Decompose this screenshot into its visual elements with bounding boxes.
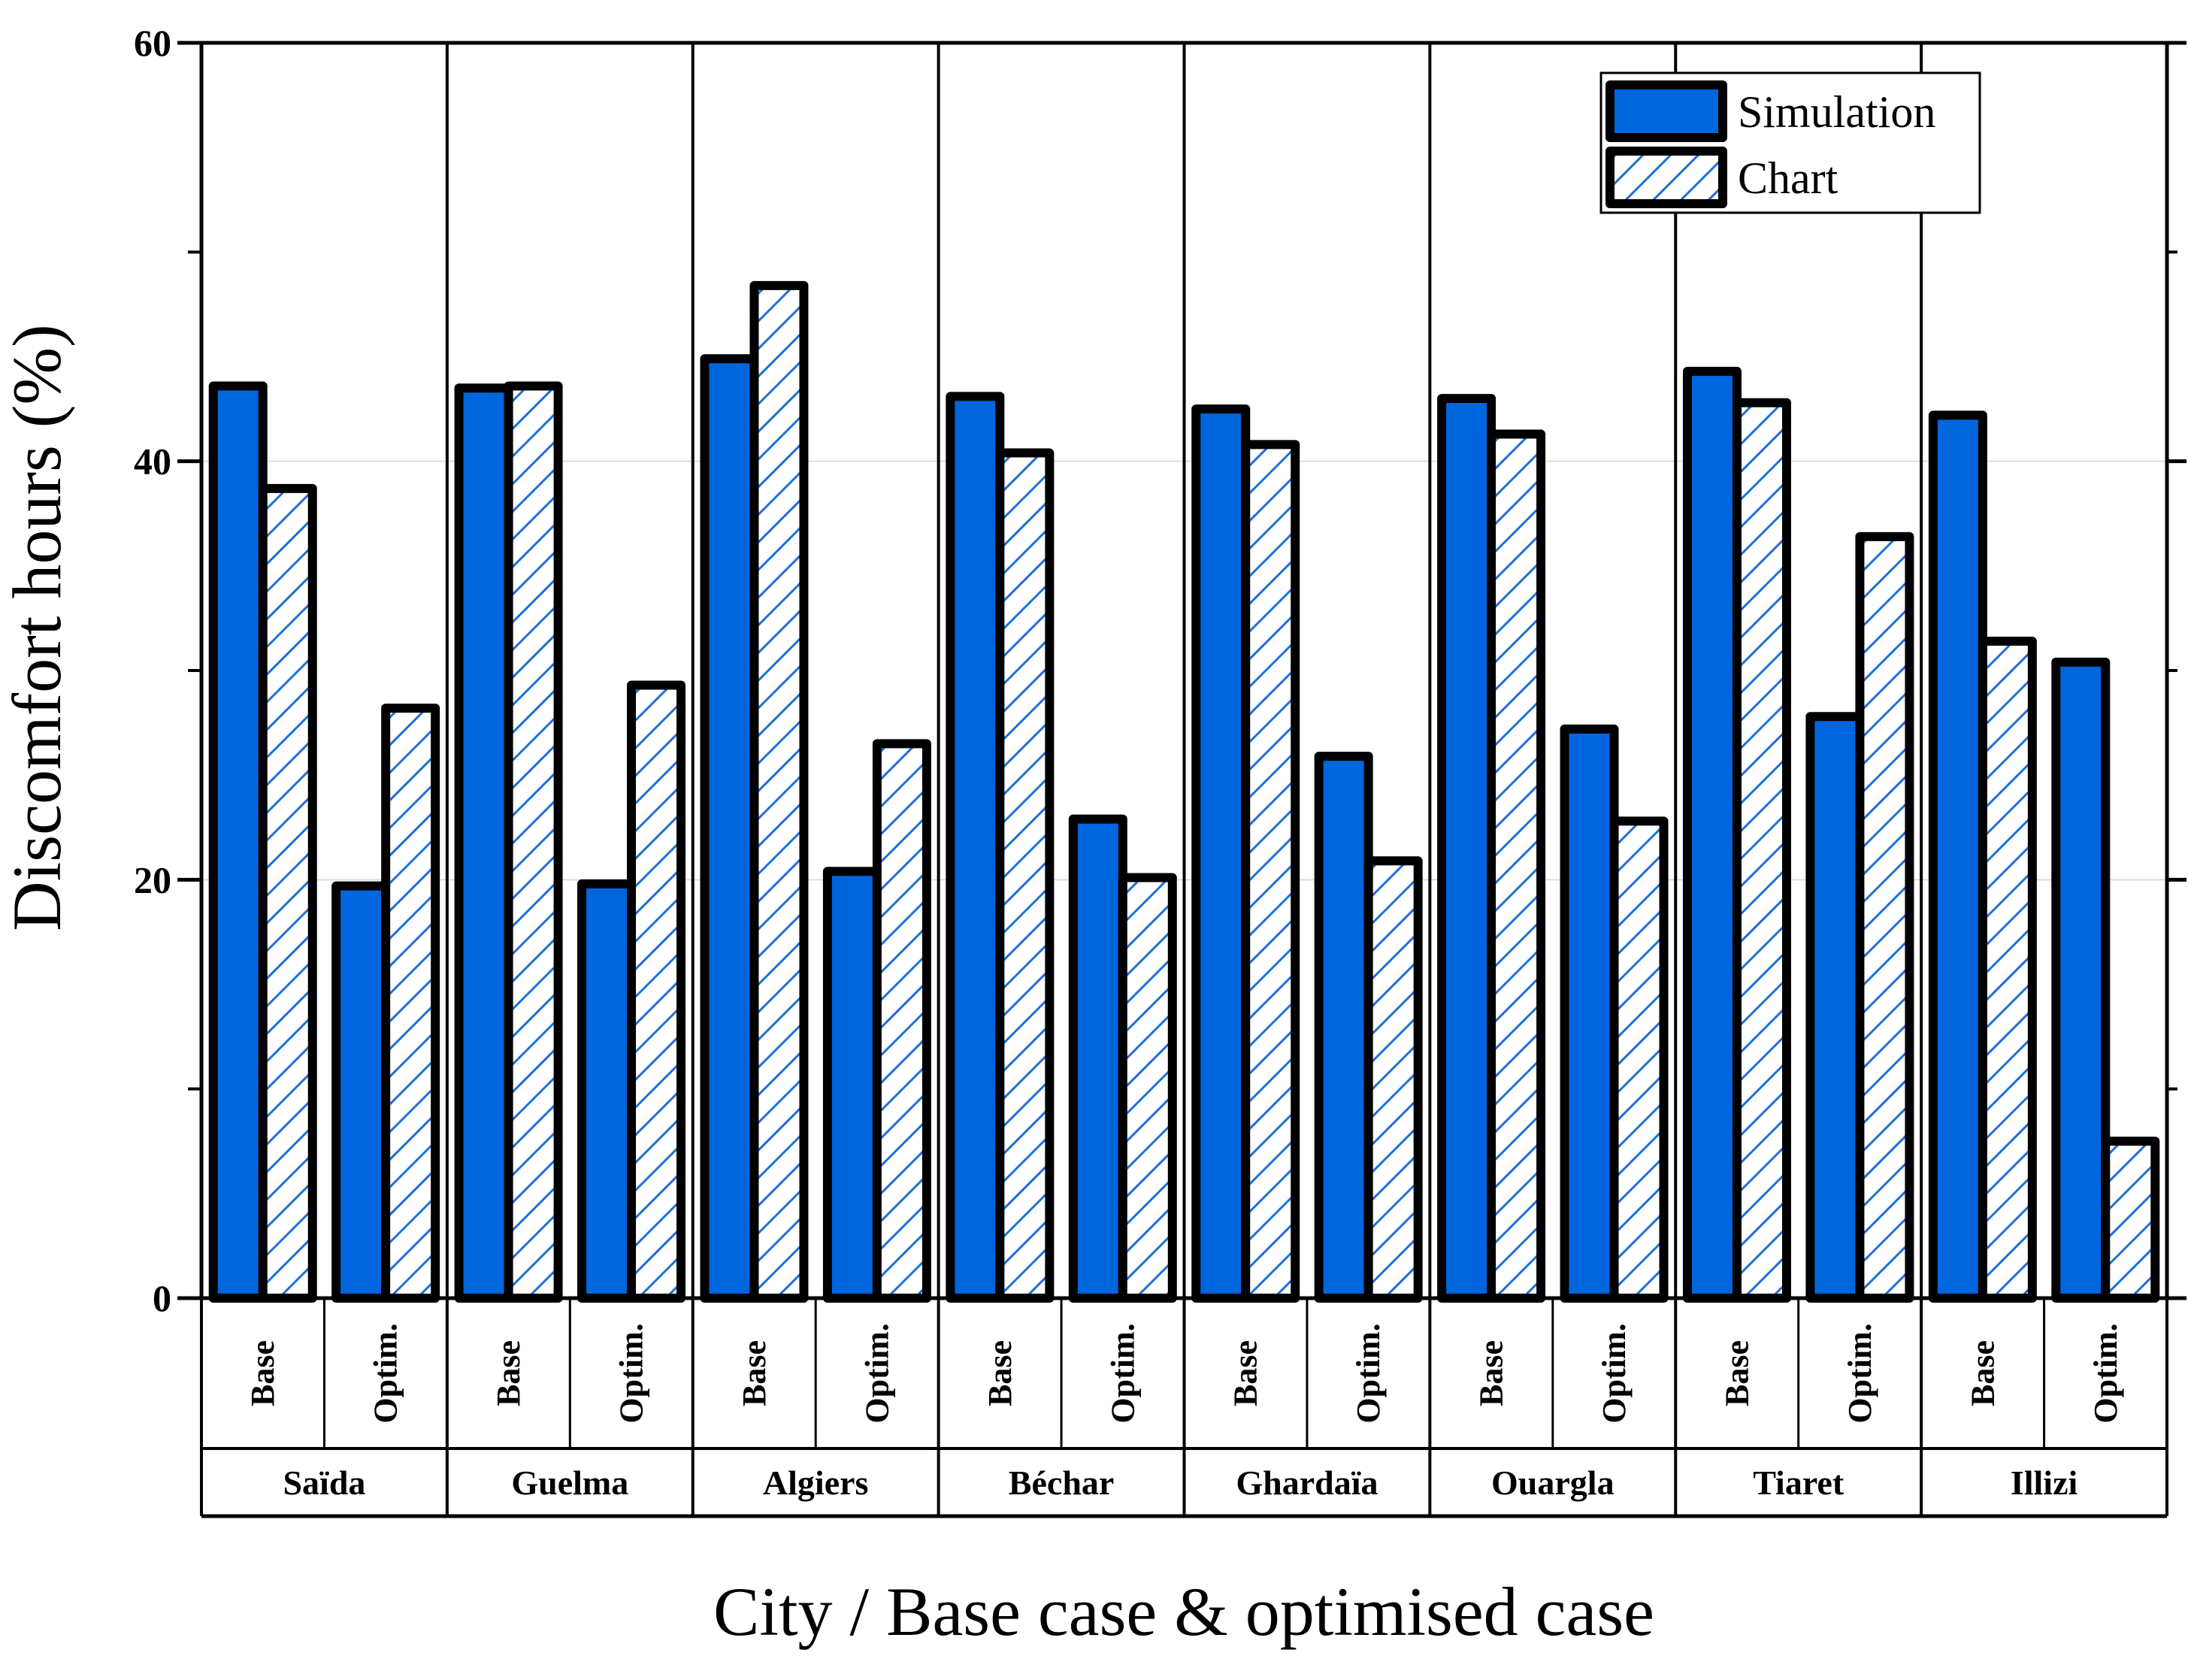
case-label: Base — [736, 1340, 773, 1406]
case-label: Base — [1964, 1340, 2001, 1406]
bar-chart-9 — [1363, 856, 1423, 1303]
legend-swatch-simulation — [1605, 80, 1727, 142]
bar-simulation-3 — [577, 879, 637, 1303]
case-label: Optim. — [1104, 1323, 1141, 1423]
bar-simulation-11 — [1560, 724, 1619, 1303]
bar-chart-4 — [749, 280, 809, 1303]
y-axis-title: Discomfort hours (%) — [0, 324, 75, 931]
case-label: Base — [244, 1340, 281, 1406]
case-label: Optim. — [858, 1323, 895, 1423]
y-tick-label: 20 — [134, 858, 171, 901]
bar-simulation-1 — [331, 881, 391, 1303]
bar-simulation-12 — [1682, 366, 1742, 1303]
bar-chart-8 — [1241, 440, 1300, 1303]
bar-chart-10 — [1487, 429, 1546, 1303]
bar-chart-13 — [1855, 531, 1914, 1303]
legend-label-chart: Chart — [1738, 153, 1838, 203]
bar-chart-5 — [872, 739, 931, 1303]
bar-simulation-4 — [700, 354, 759, 1303]
bar-chart-6 — [995, 448, 1055, 1303]
bar-chart-11 — [1609, 816, 1669, 1303]
bar-simulation-2 — [454, 383, 513, 1303]
case-label: Optim. — [1350, 1323, 1387, 1423]
case-label: Optim. — [613, 1323, 650, 1423]
case-label: Base — [1473, 1340, 1510, 1406]
case-label: Base — [1718, 1340, 1755, 1406]
bar-chart-1 — [381, 704, 440, 1303]
case-label: Base — [490, 1340, 527, 1406]
bar-chart-7 — [1118, 873, 1177, 1303]
case-label: Optim. — [2087, 1323, 2124, 1423]
bar-simulation-10 — [1437, 394, 1496, 1303]
city-label: Ouargla — [1491, 1464, 1615, 1502]
bar-simulation-8 — [1191, 404, 1251, 1303]
bar-chart-2 — [504, 381, 563, 1303]
bar-simulation-9 — [1314, 752, 1373, 1303]
bar-chart-15 — [2101, 1137, 2160, 1303]
city-label: Tiaret — [1753, 1464, 1845, 1502]
city-label: Illizi — [2011, 1464, 2078, 1502]
case-label: Optim. — [1596, 1323, 1633, 1423]
legend-label-simulation: Simulation — [1738, 87, 1935, 137]
bar-simulation-0 — [208, 381, 268, 1303]
city-label: Guelma — [511, 1464, 628, 1502]
y-tick-label: 60 — [134, 22, 171, 64]
city-label: Saïda — [283, 1464, 365, 1502]
case-label: Base — [1227, 1340, 1264, 1406]
city-label: Ghardaïa — [1236, 1464, 1378, 1502]
bar-simulation-14 — [1928, 410, 1987, 1303]
y-tick-label: 0 — [153, 1277, 171, 1319]
bar-simulation-7 — [1068, 814, 1127, 1303]
bar-simulation-13 — [1805, 712, 1865, 1303]
x-axis-title: City / Base case & optimised case — [713, 1573, 1654, 1650]
bar-simulation-5 — [822, 867, 882, 1303]
bar-chart-0 — [258, 483, 317, 1303]
case-label: Optim. — [1841, 1323, 1878, 1423]
bar-chart-3 — [627, 680, 686, 1303]
case-label: Optim. — [368, 1323, 404, 1423]
bar-simulation-6 — [946, 392, 1005, 1303]
bar-simulation-15 — [2051, 657, 2111, 1303]
bar-chart-14 — [1978, 637, 2037, 1303]
case-label: Base — [982, 1340, 1018, 1406]
legend-swatch-chart — [1605, 147, 1727, 208]
y-tick-label: 40 — [134, 440, 171, 483]
city-label: Béchar — [1009, 1464, 1115, 1502]
bar-chart-12 — [1732, 398, 1791, 1303]
city-label: Algiers — [763, 1464, 869, 1502]
